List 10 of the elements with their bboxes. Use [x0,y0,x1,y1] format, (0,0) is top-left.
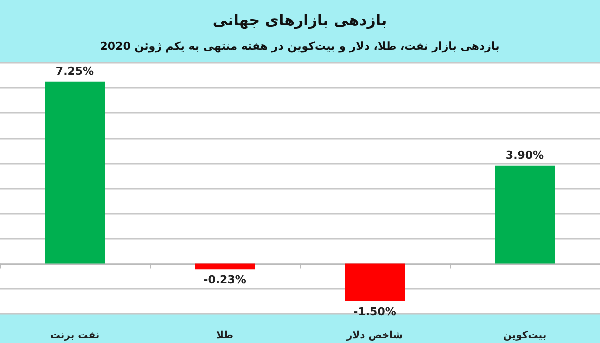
x-tick-label: شاخص دلار [346,330,404,342]
data-label: -1.50% [354,305,396,318]
data-label: -0.23% [204,274,246,287]
x-tick-label: بیت‌کوین [503,330,547,342]
data-label: 7.25% [56,64,94,78]
x-tick-label: طلا [216,330,234,342]
chart-title: بازدهی بازارهای جهانی [212,12,388,30]
x-tick-label: نفت برنت [50,330,100,342]
chart-subtitle: بازدهی بازار نفت، طلا، دلار و بیت‌کوین در هفته منتهی به یکم ژوئن 2020 [100,40,500,53]
data-label: 3.90% [506,148,544,162]
